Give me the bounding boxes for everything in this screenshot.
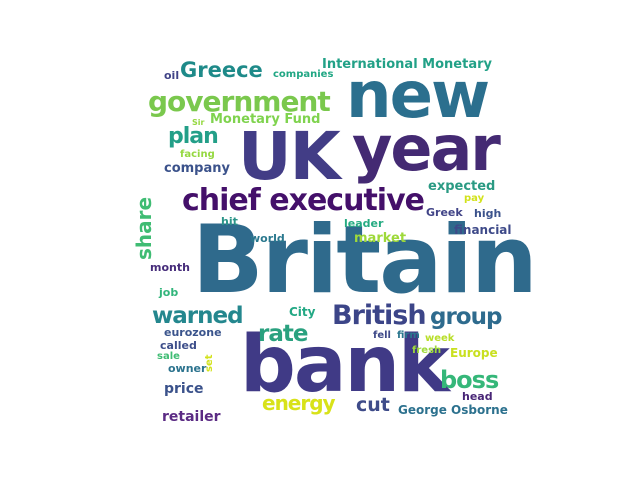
word-world: world bbox=[250, 232, 285, 245]
word-eurozone: eurozone bbox=[164, 326, 222, 339]
word-britain: Britain bbox=[192, 206, 538, 315]
word-rate: rate bbox=[258, 321, 308, 347]
word-warned: warned bbox=[152, 303, 244, 329]
word-firm: firm bbox=[397, 330, 420, 341]
word-company: company bbox=[164, 161, 230, 176]
word-uk: UK bbox=[238, 118, 341, 195]
word-hit: hit bbox=[221, 215, 238, 228]
word-europe: Europe bbox=[450, 346, 498, 360]
word-city: City bbox=[289, 305, 316, 319]
word-market: market bbox=[354, 231, 407, 246]
word-week: week bbox=[425, 333, 455, 344]
word-companies: companies bbox=[273, 69, 334, 80]
word-monetary-fund: Monetary Fund bbox=[210, 112, 321, 127]
word-sale: sale bbox=[157, 351, 180, 362]
word-job: job bbox=[159, 286, 179, 299]
word-year: year bbox=[352, 112, 501, 185]
word-owner: owner bbox=[168, 362, 207, 375]
word-chief-executive: chief executive bbox=[182, 183, 425, 218]
word-greek: Greek bbox=[426, 206, 463, 219]
word-called: called bbox=[160, 339, 197, 352]
word-price: price bbox=[164, 381, 204, 397]
word-cut: cut bbox=[356, 394, 390, 416]
word-retailer: retailer bbox=[162, 409, 221, 425]
word-head: head bbox=[462, 390, 493, 403]
word-sir: Sir bbox=[192, 118, 205, 127]
word-set: set bbox=[204, 354, 215, 372]
word-leader: leader bbox=[344, 217, 384, 230]
word-oil: oil bbox=[164, 69, 180, 82]
word-financial: financial bbox=[454, 223, 512, 237]
word-share: share bbox=[132, 196, 156, 260]
word-greece: Greece bbox=[180, 58, 263, 82]
word-international-monetary: International Monetary bbox=[322, 57, 492, 72]
word-bank: bank bbox=[240, 320, 450, 410]
word-plan: plan bbox=[168, 124, 219, 149]
word-facing: facing bbox=[180, 149, 215, 160]
word-pay: pay bbox=[464, 193, 485, 204]
word-government: government bbox=[148, 85, 331, 118]
word-new: new bbox=[346, 59, 490, 133]
word-fell: fell bbox=[373, 330, 391, 341]
word-british: British bbox=[332, 300, 427, 331]
word-energy: energy bbox=[262, 391, 336, 415]
word-month: month bbox=[150, 261, 190, 274]
word-george-osborne: George Osborne bbox=[398, 403, 508, 417]
word-fresh: fresh bbox=[412, 345, 442, 356]
word-boss: boss bbox=[440, 366, 499, 394]
word-group: group bbox=[430, 304, 502, 330]
word-high: high bbox=[474, 207, 502, 220]
word-expected: expected bbox=[428, 179, 496, 194]
